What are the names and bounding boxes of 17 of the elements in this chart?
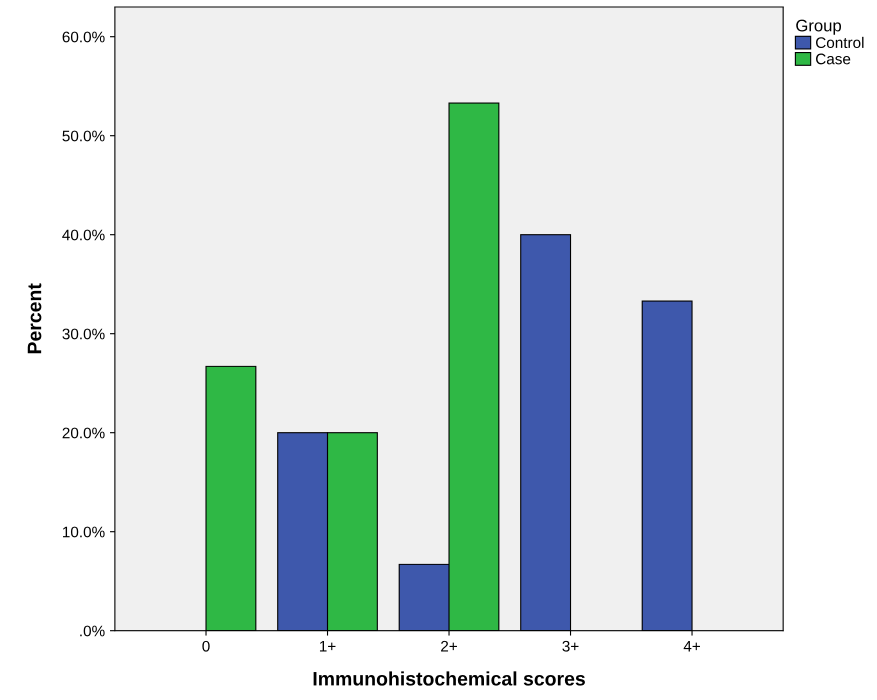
legend-label: Case xyxy=(816,54,850,64)
y-tick-label: 60.0% xyxy=(62,32,105,42)
x-axis-title: Immunohistochemical scores xyxy=(314,671,585,686)
y-tick-label: .0% xyxy=(80,626,105,636)
y-tick-label: 30.0% xyxy=(62,328,105,340)
x-tick-label: 2+ xyxy=(441,640,457,652)
x-tick-label: 4+ xyxy=(684,640,700,652)
x-tick-label: 1+ xyxy=(320,640,336,652)
y-tick-label: 40.0% xyxy=(62,230,105,240)
legend-label: Control xyxy=(816,36,864,48)
y-tick-label: 10.0% xyxy=(63,526,105,538)
y-tick-label: 50.0% xyxy=(62,130,105,142)
y-tick-label: 20.0% xyxy=(62,428,105,438)
x-tick-label: 0 xyxy=(202,640,210,652)
legend-title: Group xyxy=(796,20,842,35)
x-tick-label: 3+ xyxy=(562,640,578,652)
y-axis-title: Percent xyxy=(28,283,42,354)
